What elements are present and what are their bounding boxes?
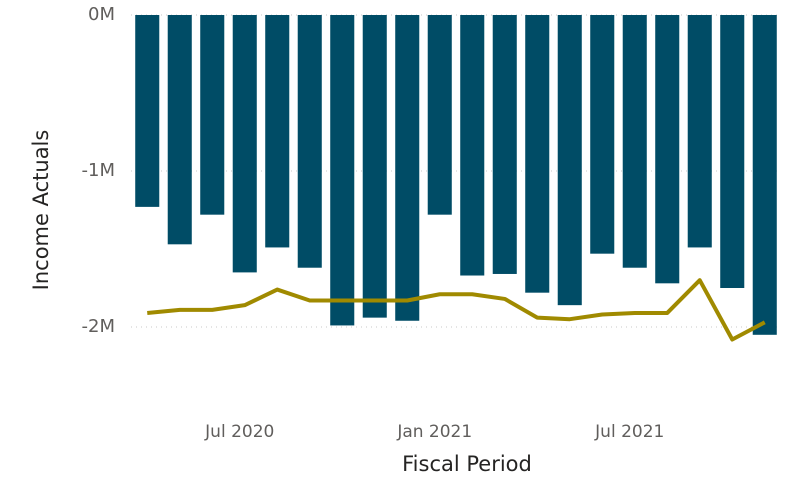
bar — [590, 15, 615, 254]
y-axis-title: Income Actuals — [29, 130, 53, 291]
bar — [200, 15, 225, 215]
line — [147, 278, 766, 342]
bar — [297, 15, 322, 268]
bar — [492, 15, 517, 274]
bar — [135, 15, 160, 207]
bar — [525, 15, 550, 293]
bar — [557, 15, 582, 306]
y-tick-label: -1M — [82, 160, 115, 181]
bar — [687, 15, 712, 248]
bar — [395, 15, 420, 321]
bar — [330, 15, 355, 326]
x-axis-title: Fiscal Period — [402, 452, 532, 476]
x-tick-label: Jan 2021 — [396, 422, 472, 442]
bar — [720, 15, 745, 288]
bar — [460, 15, 485, 276]
bar — [622, 15, 647, 268]
x-tick-label: Jul 2020 — [204, 422, 274, 442]
bar — [265, 15, 290, 248]
bar — [362, 15, 387, 318]
bar — [232, 15, 257, 273]
y-tick-label: 0M — [88, 4, 115, 25]
bar — [655, 15, 680, 284]
bar — [427, 15, 452, 215]
bar — [167, 15, 192, 245]
bar — [752, 15, 777, 335]
x-tick-label: Jul 2021 — [594, 422, 664, 442]
y-tick-label: -2M — [82, 316, 115, 337]
